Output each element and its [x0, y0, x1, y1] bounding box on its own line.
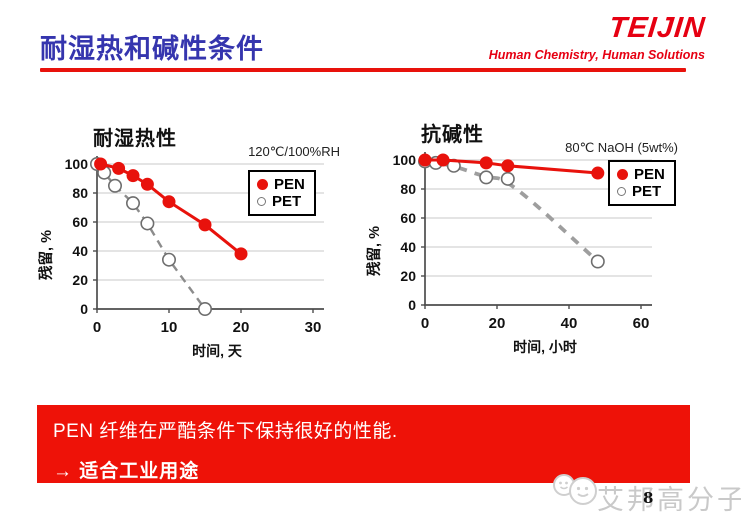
chart-alkali-resistance: 0 20 40 60 80 100 0 20 40 60 时间, 小时 抗碱性 80℃ NaOH (…: [363, 108, 708, 373]
x-tick-label: 20: [233, 319, 250, 336]
x-tick-label: 20: [489, 315, 506, 332]
banner-line1: PEN 纤维在严酷条件下保持很好的性能.: [53, 421, 398, 442]
chart-condition: 120℃/100%RH: [248, 144, 340, 159]
x-axis-label: 时间, 天: [192, 343, 243, 359]
pet-marker-icon: [257, 197, 266, 206]
data-point-pen: [591, 166, 605, 180]
pen-marker-icon: [257, 179, 268, 190]
y-tick-label: 80: [400, 181, 416, 197]
page-title: 耐湿热和碱性条件: [40, 34, 264, 64]
chart-title: 耐湿热性: [93, 128, 177, 150]
y-tick-label: 60: [400, 210, 416, 226]
data-point-pen: [112, 161, 126, 175]
x-tick-label: 0: [421, 315, 429, 332]
data-point-pen: [94, 157, 108, 171]
y-tick-label: 100: [65, 156, 89, 172]
legend-label: PET: [632, 183, 662, 200]
x-tick-label: 30: [305, 319, 322, 336]
title-underline: [40, 68, 686, 72]
chart-humid-heat: 0 20 40 60 80 100 0 10 20 30 时间, 天 耐湿热性 120℃/100%R…: [35, 112, 380, 377]
data-point-pen: [198, 218, 212, 232]
y-tick-label: 40: [72, 243, 88, 259]
chart-title: 抗碱性: [421, 124, 484, 146]
chart-legend: PEN PET: [608, 160, 676, 206]
y-tick-label: 100: [393, 152, 417, 168]
legend-item-pet: PET: [617, 183, 665, 200]
data-point-pen: [479, 156, 493, 170]
brand-block: TEIJIN Human Chemistry, Human Solutions: [488, 12, 707, 62]
legend-label: PET: [272, 193, 302, 210]
legend-label: PEN: [274, 176, 305, 193]
x-axis-label: 时间, 小时: [513, 339, 577, 355]
legend-item-pen: PEN: [257, 176, 305, 193]
watermark-text: 艾邦高分子: [597, 485, 741, 515]
brand-tagline: Human Chemistry, Human Solutions: [488, 48, 705, 62]
series-line-pen: [100, 162, 242, 256]
wechat-smiley-logo-icon: [553, 474, 597, 505]
pen-marker-icon: [617, 169, 628, 180]
y-tick-label: 20: [400, 268, 416, 284]
data-point-pen: [140, 177, 154, 191]
data-point-pen: [418, 153, 432, 167]
series-line-pet: [424, 159, 600, 263]
legend-item-pet: PET: [257, 193, 305, 210]
data-point-pen: [501, 159, 515, 173]
plot-svg: 0 20 40 60 80 100 0 10 20 30 时间, 天: [65, 156, 324, 359]
data-point-pet: [140, 216, 155, 231]
teijin-logo: TEIJIN: [607, 12, 707, 44]
x-tick-label: 0: [93, 319, 101, 336]
data-point-pet: [108, 178, 123, 193]
x-tick-label: 40: [561, 315, 578, 332]
data-point-pen: [126, 169, 140, 183]
chart-legend: PEN PET: [248, 170, 316, 216]
banner-line2: → 适合工业用途: [53, 461, 200, 482]
y-tick-label: 0: [80, 301, 88, 317]
x-tick-label: 10: [161, 319, 178, 336]
y-axis-label: 残留, %: [367, 226, 383, 276]
data-point-pet: [590, 254, 605, 269]
y-tick-label: 0: [408, 297, 416, 313]
data-point-pet: [479, 170, 494, 185]
x-tick-label: 60: [633, 315, 650, 332]
chart-plot: 0 20 40 60 80 100 0 10 20 30 时间, 天: [35, 112, 380, 372]
y-tick-label: 60: [72, 214, 88, 230]
data-point-pen: [436, 153, 450, 167]
data-point-pen: [162, 195, 176, 209]
legend-item-pen: PEN: [617, 166, 665, 183]
y-tick-label: 40: [400, 239, 416, 255]
y-tick-label: 80: [72, 185, 88, 201]
conclusion-banner: PEN 纤维在严酷条件下保持很好的性能. → 适合工业用途: [37, 405, 690, 483]
y-tick-label: 20: [72, 272, 88, 288]
data-point-pet: [126, 196, 141, 211]
y-axis-label: 残留, %: [39, 230, 55, 280]
chart-condition: 80℃ NaOH (5wt%): [565, 140, 678, 155]
page-number: 8: [643, 489, 654, 507]
legend-label: PEN: [634, 166, 665, 183]
pet-marker-icon: [617, 187, 626, 196]
data-point-pet: [198, 302, 213, 317]
data-point-pet: [162, 252, 177, 267]
data-point-pet: [500, 171, 515, 186]
data-point-pen: [234, 247, 248, 261]
